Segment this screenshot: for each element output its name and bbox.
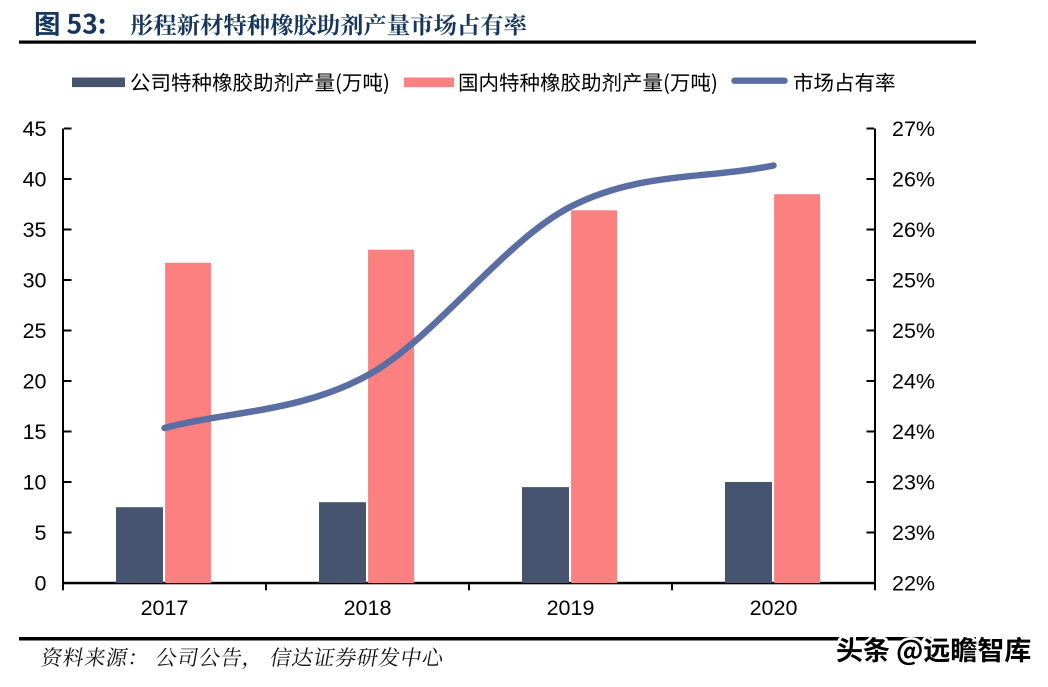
svg-text:35: 35 bbox=[23, 218, 47, 242]
svg-text:0: 0 bbox=[35, 572, 47, 596]
svg-text:15: 15 bbox=[23, 420, 47, 444]
svg-text:20: 20 bbox=[23, 370, 47, 394]
svg-text:22%: 22% bbox=[892, 572, 935, 596]
svg-text:27%: 27% bbox=[892, 117, 935, 141]
svg-text:2020: 2020 bbox=[750, 596, 798, 620]
svg-text:24%: 24% bbox=[892, 420, 935, 444]
svg-text:26%: 26% bbox=[892, 218, 935, 242]
svg-text:25%: 25% bbox=[892, 269, 935, 293]
svg-text:23%: 23% bbox=[892, 521, 935, 545]
svg-text:26%: 26% bbox=[892, 168, 935, 192]
svg-text:40: 40 bbox=[23, 168, 47, 192]
svg-text:23%: 23% bbox=[892, 471, 935, 495]
svg-text:24%: 24% bbox=[892, 370, 935, 394]
svg-text:2017: 2017 bbox=[141, 596, 189, 620]
svg-text:2018: 2018 bbox=[344, 596, 392, 620]
svg-text:2019: 2019 bbox=[547, 596, 595, 620]
svg-text:45: 45 bbox=[23, 117, 47, 141]
svg-text:5: 5 bbox=[35, 521, 47, 545]
svg-text:25%: 25% bbox=[892, 319, 935, 343]
svg-text:25: 25 bbox=[23, 319, 47, 343]
svg-text:30: 30 bbox=[23, 269, 47, 293]
svg-text:10: 10 bbox=[23, 471, 47, 495]
